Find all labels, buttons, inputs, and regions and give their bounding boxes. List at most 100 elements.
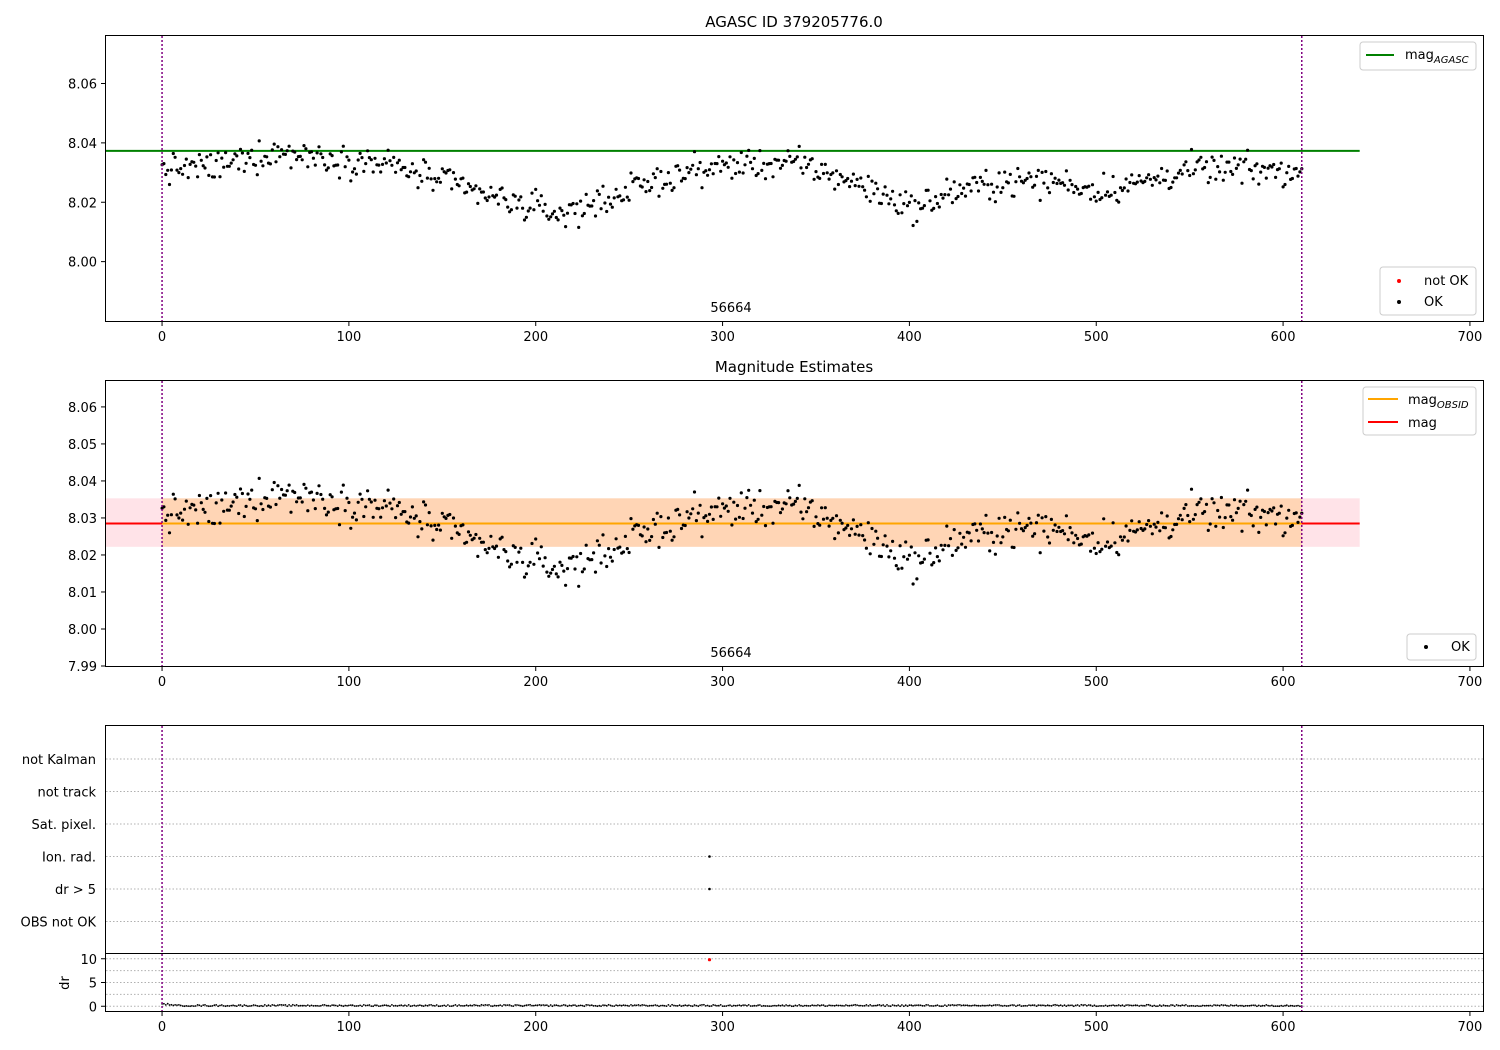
ok-point bbox=[186, 176, 190, 180]
ok-point bbox=[435, 527, 439, 532]
y-tick-label: 8.06 bbox=[68, 78, 97, 93]
magnitude-legend-top[interactable]: magOBSID mag bbox=[1362, 386, 1477, 436]
ok-point bbox=[1214, 177, 1218, 181]
ok-point bbox=[777, 501, 781, 505]
dr-point bbox=[817, 1004, 819, 1006]
dr-point bbox=[553, 1004, 556, 1006]
dr-point bbox=[1115, 1004, 1118, 1007]
ok-point bbox=[541, 209, 545, 213]
dr-point bbox=[1063, 1004, 1066, 1007]
flag-category-label: Ion. rad. bbox=[42, 851, 96, 866]
ok-point bbox=[1195, 503, 1199, 507]
dr-point bbox=[835, 1004, 838, 1007]
ok-point bbox=[659, 515, 663, 519]
dr-point bbox=[1104, 1004, 1107, 1007]
ok-point bbox=[737, 170, 742, 174]
ok-point bbox=[648, 538, 652, 543]
ok-point bbox=[879, 554, 884, 559]
x-tick-label: 500 bbox=[1084, 330, 1109, 345]
ok-point bbox=[1298, 170, 1302, 174]
dr-point bbox=[1052, 1004, 1055, 1006]
ok-point bbox=[1090, 531, 1095, 535]
ok-point bbox=[636, 523, 641, 528]
dr-point bbox=[1248, 1004, 1251, 1007]
ok-point bbox=[326, 166, 330, 170]
ok-point bbox=[1147, 173, 1151, 177]
ok-point bbox=[603, 201, 607, 205]
ok-point bbox=[818, 523, 822, 527]
dr-point bbox=[577, 1004, 580, 1007]
ok-point bbox=[1105, 540, 1110, 544]
dr-point bbox=[966, 1004, 969, 1007]
ok-point bbox=[917, 554, 921, 558]
ok-point bbox=[1219, 495, 1223, 500]
dr-point bbox=[1058, 1004, 1060, 1007]
dr-point bbox=[1016, 1004, 1019, 1007]
ok-point bbox=[945, 177, 949, 181]
dr-point bbox=[402, 1005, 404, 1007]
dr-point bbox=[1282, 1005, 1284, 1007]
dr-point bbox=[972, 1004, 974, 1007]
ok-point bbox=[900, 211, 904, 215]
dr-point bbox=[671, 1003, 673, 1006]
ok-point bbox=[483, 196, 487, 200]
dr-point bbox=[1106, 1005, 1109, 1008]
ok-point bbox=[526, 564, 530, 568]
ok-point bbox=[1154, 178, 1158, 182]
ok-point bbox=[1061, 529, 1065, 533]
dr-point bbox=[232, 1004, 235, 1007]
ok-point bbox=[500, 186, 504, 190]
dr-point bbox=[280, 1004, 283, 1006]
ok-point bbox=[203, 510, 207, 514]
ok-point bbox=[360, 497, 364, 501]
agasc-legend-top[interactable]: magAGASC bbox=[1359, 41, 1477, 71]
ok-point bbox=[650, 535, 654, 539]
dr-point bbox=[1013, 1004, 1015, 1006]
ok-point bbox=[423, 503, 428, 507]
ok-point bbox=[934, 195, 938, 199]
dr-point bbox=[1127, 1004, 1129, 1006]
dr-point bbox=[432, 1004, 434, 1007]
dr-point bbox=[940, 1005, 943, 1008]
ok-point bbox=[517, 198, 521, 202]
ok-point bbox=[235, 154, 239, 158]
ok-point bbox=[336, 506, 340, 511]
dr-point bbox=[777, 1004, 780, 1007]
ok-point bbox=[1109, 544, 1113, 548]
ok-point bbox=[950, 201, 955, 205]
ok-point bbox=[556, 218, 560, 222]
ok-point bbox=[1150, 183, 1154, 187]
dr-point bbox=[501, 1005, 503, 1007]
ok-point bbox=[169, 513, 173, 517]
ok-point bbox=[438, 528, 442, 532]
ok-point bbox=[741, 516, 745, 521]
ok-point bbox=[1111, 174, 1115, 179]
dr-point bbox=[465, 1004, 468, 1007]
ok-point bbox=[319, 492, 323, 497]
agasc-axes-frame bbox=[105, 35, 1484, 322]
ok-point bbox=[1027, 516, 1031, 521]
dr-point bbox=[1263, 1004, 1266, 1007]
ok-point bbox=[760, 513, 764, 517]
ok-point bbox=[317, 145, 321, 149]
dr-point bbox=[1196, 1004, 1198, 1007]
ok-point bbox=[1259, 515, 1263, 520]
dr-point bbox=[908, 1004, 911, 1007]
ok-point bbox=[1262, 165, 1266, 169]
ok-point bbox=[646, 527, 650, 531]
agasc-legend-bottom[interactable]: not OK OK bbox=[1379, 266, 1477, 316]
ok-point bbox=[610, 559, 614, 563]
dr-point bbox=[630, 1004, 632, 1006]
ok-point bbox=[898, 544, 902, 548]
dr-point bbox=[673, 1004, 675, 1007]
ok-point bbox=[380, 162, 385, 166]
dr-point bbox=[166, 1002, 169, 1005]
ok-point bbox=[1133, 530, 1138, 534]
ok-point bbox=[1135, 528, 1139, 532]
ok-point bbox=[696, 511, 700, 515]
ok-point bbox=[1100, 547, 1104, 551]
ok-point bbox=[416, 186, 420, 190]
magnitude-legend-bottom[interactable]: OK bbox=[1406, 633, 1477, 661]
ok-point bbox=[364, 162, 368, 166]
